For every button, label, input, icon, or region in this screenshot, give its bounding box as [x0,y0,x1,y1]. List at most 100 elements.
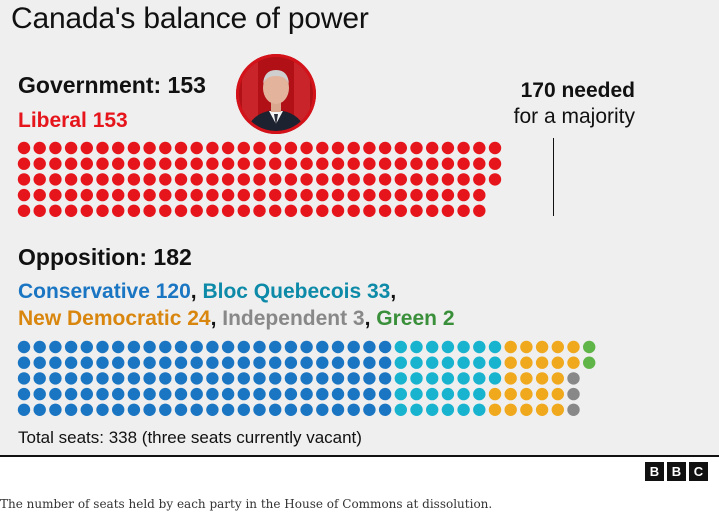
seat-dot-new-democratic [551,372,564,385]
seat-dot-conservative [64,356,78,369]
leader-portrait [236,54,316,134]
seat-dot-liberal [127,141,141,155]
seat-dot-bloc-quebecois [441,356,455,369]
seat-dot-liberal [17,141,31,155]
seat-dot-liberal [441,173,455,186]
seat-dot-liberal [159,173,172,186]
seat-dot-liberal [300,141,313,155]
seat-dot-new-democratic [504,340,517,354]
seat-dot-liberal [457,188,470,202]
seat-dot-liberal [143,204,156,217]
opposition-parties-line-1: Conservative 120, Bloc Quebecois 33, [18,280,396,304]
seat-dot-conservative [284,340,298,354]
bbc-logo: B B C [645,462,708,481]
seat-dot-liberal [473,141,486,155]
seat-dot-liberal [488,141,502,155]
seat-dot-liberal [206,173,219,186]
bbc-logo-letter: B [667,462,686,481]
seat-dot-conservative [316,403,329,416]
seat-dot-liberal [253,157,266,170]
seat-dot-liberal [441,157,455,170]
seat-dot-bloc-quebecois [410,372,423,385]
seat-dot-bloc-quebecois [488,372,502,385]
seat-dot-liberal [363,141,376,155]
seat-dot-liberal [143,141,156,155]
seat-dot-conservative [363,372,376,385]
seat-dot-liberal [143,157,156,170]
seat-dot-liberal [49,188,62,202]
seat-dot-bloc-quebecois [441,340,455,354]
seat-dot-liberal [33,141,46,155]
seat-dot-liberal [410,188,423,202]
seat-dot-liberal [237,204,250,217]
seat-dot-conservative [206,356,219,369]
seat-dot-liberal [473,188,486,202]
seat-dot-liberal [174,141,188,155]
seat-dot-liberal [316,141,329,155]
seat-dot-liberal [112,173,125,186]
seat-dot-liberal [17,173,31,186]
seat-dot-conservative [49,356,62,369]
liberal-label: Liberal 153 [18,109,128,132]
seat-dot-conservative [331,372,345,385]
seat-dot-conservative [96,403,109,416]
bottom-rule [0,455,719,457]
seat-dot-liberal [347,141,360,155]
seat-dot-conservative [284,387,298,401]
seat-dot-new-democratic [551,403,564,416]
seat-dot-new-democratic [567,356,580,369]
seat-dot-bloc-quebecois [426,340,439,354]
seat-dot-conservative [143,356,156,369]
seat-dot-conservative [300,372,313,385]
seat-dot-liberal [237,157,250,170]
seat-dot-liberal [206,157,219,170]
seat-dot-new-democratic [520,372,533,385]
seat-dot-conservative [347,403,360,416]
seat-dot-conservative [190,372,203,385]
government-label: Government: 153 [18,72,206,98]
seat-dot-conservative [378,340,392,354]
seat-dot-liberal [80,173,94,186]
seat-dot-liberal [221,188,235,202]
seat-dot-liberal [457,157,470,170]
seat-dot-bloc-quebecois [488,340,502,354]
seat-dot-bloc-quebecois [457,356,470,369]
seat-dot-liberal [410,141,423,155]
seat-dot-new-democratic [504,372,517,385]
seat-dot-liberal [284,173,298,186]
seat-dot-liberal [394,188,407,202]
seat-dot-independent [567,403,580,416]
seat-dot-conservative [331,403,345,416]
seat-dot-liberal [331,157,345,170]
seat-dot-conservative [190,340,203,354]
seat-dot-liberal [426,173,439,186]
seat-dot-conservative [253,372,266,385]
seat-dot-conservative [143,387,156,401]
seat-dot-conservative [159,356,172,369]
seat-dot-liberal [316,157,329,170]
seat-dot-liberal [316,173,329,186]
seat-dot-liberal [96,157,109,170]
seat-dot-liberal [331,141,345,155]
seat-dot-conservative [300,356,313,369]
seat-dot-conservative [221,387,235,401]
seat-dot-liberal [441,141,455,155]
seat-dot-conservative [33,387,46,401]
seat-dot-conservative [284,356,298,369]
independent-label: Independent 3 [222,307,365,330]
seat-dot-conservative [174,340,188,354]
seat-dot-conservative [80,340,94,354]
seat-dot-liberal [300,188,313,202]
seat-dot-conservative [96,356,109,369]
seat-dot-conservative [96,387,109,401]
seat-dot-liberal [269,204,282,217]
seat-dot-liberal [394,141,407,155]
seat-dot-conservative [17,403,31,416]
seat-dot-liberal [206,188,219,202]
seat-dot-independent [567,372,580,385]
seat-dot-conservative [17,387,31,401]
seat-dot-liberal [378,173,392,186]
seat-dot-liberal [426,188,439,202]
seat-dot-conservative [221,340,235,354]
seat-dot-conservative [316,387,329,401]
